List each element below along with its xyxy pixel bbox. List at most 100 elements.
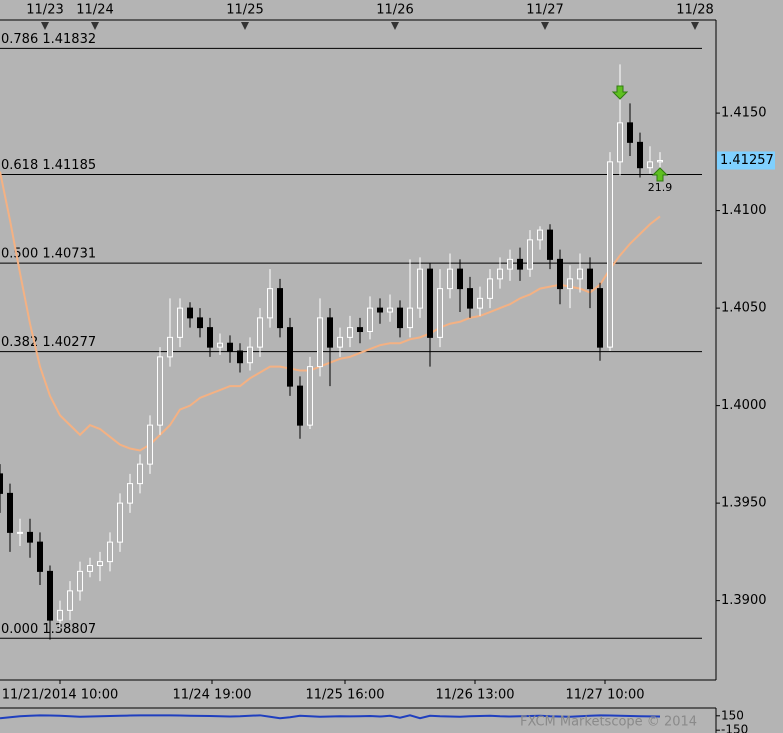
candle-body [187,307,193,319]
last-price-box [717,151,775,170]
candle-body [147,424,153,465]
sell-arrow [611,85,629,100]
fib-label: 0.786 1.41832 [1,32,96,47]
candle-body [537,229,543,241]
date-marker [391,22,399,30]
candle-body [177,307,183,338]
candle-body [117,502,123,543]
last-price-label: 1.41257 [720,153,774,168]
candle-body [17,531,23,534]
candle-body [207,327,213,348]
candle-body [37,541,43,572]
candle-body [197,317,203,329]
candle-body [397,307,403,329]
candle-body [267,288,273,319]
candle-body [27,531,33,543]
candle-body [357,327,363,333]
candle-body [557,258,563,290]
date-label: 11/24 [76,3,113,18]
x-tick-label: 11/25 16:00 [305,688,384,703]
candle-body [367,307,373,333]
x-tick-label: 11/26 13:00 [435,688,514,703]
candle-body [107,541,113,563]
date-label: 11/25 [226,3,263,18]
candle-body [217,342,223,348]
candle-body [97,561,103,567]
indicator-tick-label: 150 [721,708,744,722]
candle-body [587,268,593,290]
candle-body [317,317,323,368]
y-tick-label: 1.4050 [721,301,767,316]
candle-body [567,278,573,290]
date-marker [691,22,699,30]
candle-body [547,229,553,260]
y-tick-label: 1.3900 [721,593,767,608]
candle-body [657,159,663,163]
candle-body [447,268,453,290]
fib-label: 0.382 1.40277 [1,335,96,350]
date-marker [241,22,249,30]
x-tick-label: 11/24 19:00 [172,688,251,703]
candle-body [527,239,533,270]
indicator-line [0,714,661,720]
candle-body [377,307,383,313]
candle-body [157,356,163,426]
date-label: 11/28 [676,3,713,18]
candle-body [307,366,313,426]
y-tick-label: 1.3950 [721,496,767,511]
candle-body [487,278,493,299]
y-tick-label: 1.4150 [721,106,767,121]
candle-body [337,336,343,348]
candle-body [417,268,423,309]
watermark: FXCM Marketscope © 2014 [520,715,697,730]
candle-body [407,307,413,329]
candle-body [167,336,173,358]
candle-body [347,327,353,338]
candle-body [517,258,523,270]
candle-body [437,288,443,338]
candle-body [597,288,603,348]
candle-body [87,565,93,572]
candle-body [57,609,63,621]
candle-body [287,327,293,387]
date-label: 11/26 [376,3,413,18]
candle-body [607,161,613,348]
candle-body [387,307,393,313]
y-tick-label: 1.4100 [721,203,767,218]
buy-arrow [651,167,669,182]
fib-label: 0.618 1.41185 [1,158,96,173]
indicator-tick-label: -150 [721,723,748,733]
x-tick-label: 11/21/2014 10:00 [2,688,119,703]
candle-body [247,346,253,364]
candle-body [47,570,53,621]
candle-body [0,473,3,494]
candle-body [227,342,233,352]
candle-body [427,268,433,338]
candle-body [257,317,263,348]
candle-body [457,268,463,290]
candle-body [237,350,243,364]
candle-body [477,297,483,309]
y-tick-label: 1.4000 [721,398,767,413]
fib-label: 0.500 1.40731 [1,247,96,262]
candle-body [277,288,283,329]
candle-body [637,141,643,169]
candle-body [497,268,503,280]
fib-label: 0.000 1.38807 [1,622,96,637]
date-marker [41,22,49,30]
candle-body [127,483,133,504]
candle-body [7,492,13,533]
candle-body [507,258,513,270]
candle-body [137,463,143,485]
candle-body [297,385,303,426]
candle-body [77,570,83,592]
date-label: 11/23 [26,3,63,18]
candle-body [647,161,653,169]
date-marker [91,22,99,30]
x-tick-label: 11/27 10:00 [565,688,644,703]
date-label: 11/27 [526,3,563,18]
date-marker [541,22,549,30]
annotation: 21.9 [648,181,673,194]
